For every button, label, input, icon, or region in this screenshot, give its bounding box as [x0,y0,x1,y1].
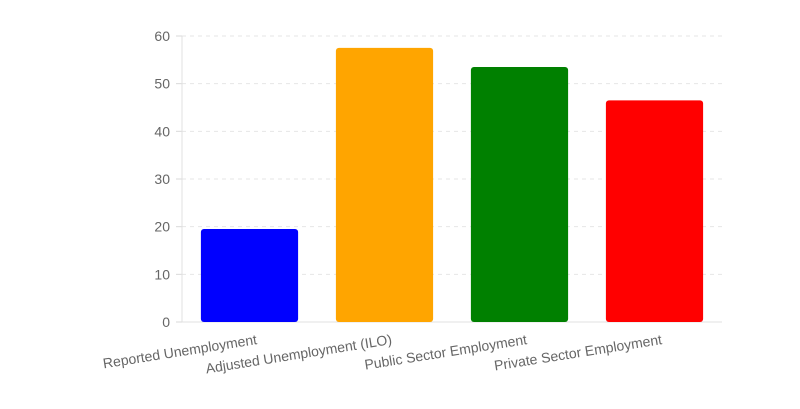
y-tick-label: 30 [154,171,170,187]
y-tick-label: 50 [154,76,170,92]
y-tick-label: 0 [162,314,170,330]
bar-0 [200,229,299,322]
y-tick-label: 20 [154,219,170,235]
bar-layer [200,47,704,323]
bar-3 [605,100,704,322]
y-tick-label: 40 [154,123,170,139]
y-tick-label: 10 [154,266,170,282]
y-tick-label: 60 [154,28,170,44]
bar-2 [470,66,569,322]
bar-1 [335,47,434,323]
